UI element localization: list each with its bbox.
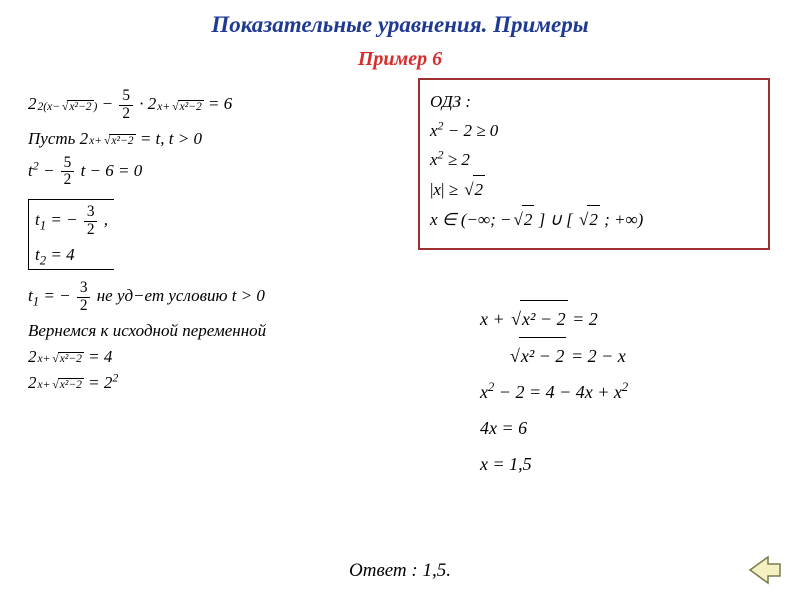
back-to-var: Вернемся к исходной переменной <box>28 321 408 341</box>
page-title: Показательные уравнения. Примеры <box>0 12 800 38</box>
back-eq-1: 2x+x²−2 = 4 <box>28 347 408 367</box>
odz-box: ОДЗ : x2 − 2 ≥ 0 x2 ≥ 2 |x| ≥ 2 x ∈ (−∞;… <box>418 78 770 250</box>
substitution-let: Пусть 2x+x²−2 = t, t > 0 <box>28 129 408 149</box>
right-line-2: x² − 2 = 2 − x <box>480 337 628 374</box>
odz-line-4: x ∈ (−∞; −2 ] ∪ [ 2 ; +∞) <box>430 205 758 235</box>
right-line-5: x = 1,5 <box>480 446 628 482</box>
example-number: Пример 6 <box>0 48 800 71</box>
solution-left: 22(x−x²−2) − 52 · 2x+x²−2 = 6 Пусть 2x+x… <box>28 82 408 399</box>
prev-slide-icon[interactable] <box>746 554 782 586</box>
solution-right: x + x² − 2 = 2 x² − 2 = 2 − x x2 − 2 = 4… <box>480 300 628 482</box>
right-line-4: 4x = 6 <box>480 410 628 446</box>
answer: Ответ : 1,5. <box>0 560 800 582</box>
roots-bracket: t1 = − 32 , t2 = 4 <box>28 195 408 274</box>
equation-original: 22(x−x²−2) − 52 · 2x+x²−2 = 6 <box>28 88 408 123</box>
right-line-3: x2 − 2 = 4 − 4x + x2 <box>480 374 628 410</box>
back-eq-2: 2x+x²−2 = 22 <box>28 373 408 393</box>
odz-heading: ОДЗ : <box>430 88 758 117</box>
reject-root: t1 = − 32 не уд−ет условию t > 0 <box>28 280 408 315</box>
odz-line-2: x2 ≥ 2 <box>430 146 758 175</box>
odz-line-1: x2 − 2 ≥ 0 <box>430 117 758 146</box>
odz-line-3: |x| ≥ 2 <box>430 175 758 205</box>
quadratic: t2 − 52 t − 6 = 0 <box>28 155 408 190</box>
right-line-1: x + x² − 2 = 2 <box>480 300 628 337</box>
